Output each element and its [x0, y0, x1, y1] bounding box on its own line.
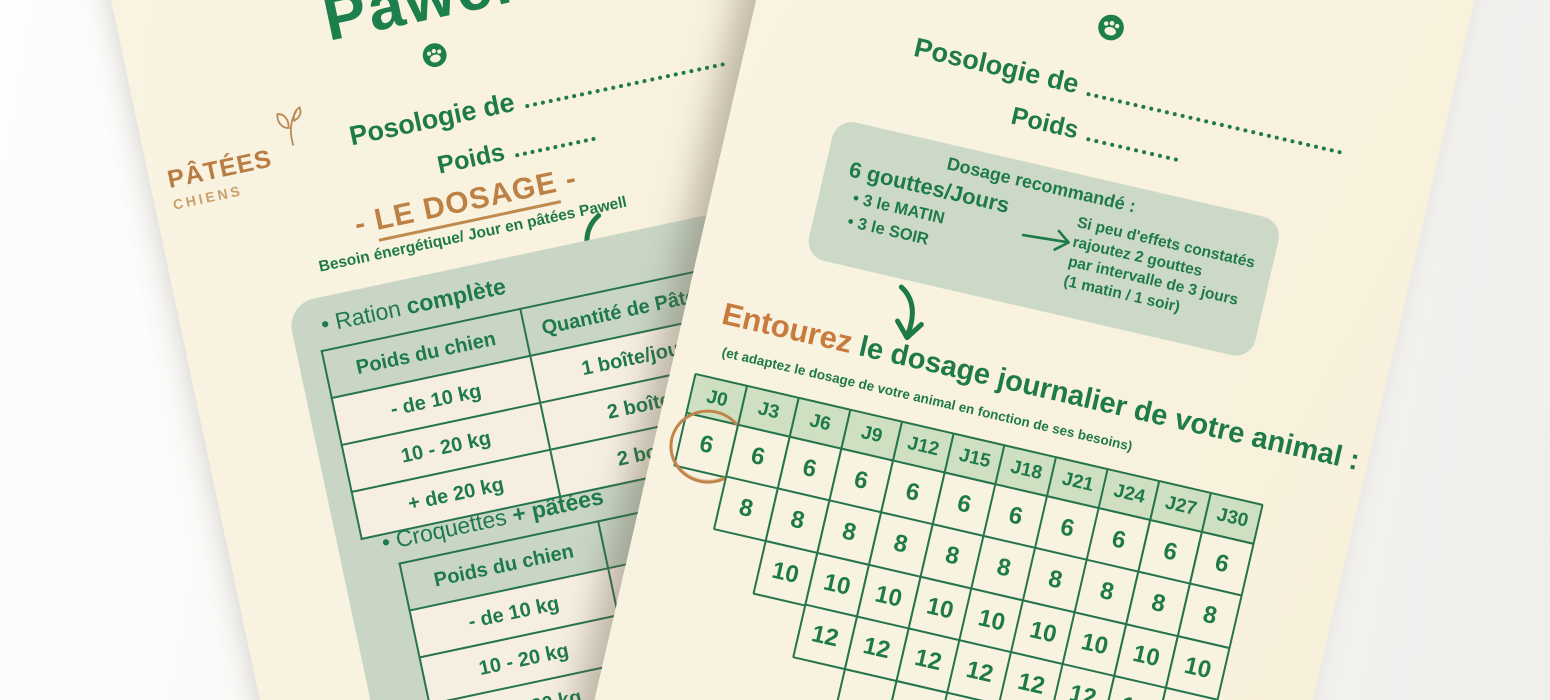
poids-label: Poids	[434, 138, 508, 180]
ration-title: Ration	[332, 293, 410, 335]
dosage-note: Si peu d'effets constatés rajoutez 2 gou…	[1061, 213, 1270, 335]
dotted-line	[1085, 136, 1179, 162]
left-card: Pawell PÂTÉES CHIENS Posologie de	[75, 0, 1030, 700]
paw-icon	[419, 40, 450, 71]
poids-label: Poids	[1008, 101, 1082, 145]
bullet: •	[379, 528, 393, 556]
brand-badge: PÂTÉES CHIENS	[165, 145, 278, 213]
posologie-label: Posologie de	[911, 32, 1082, 100]
leaf-icon	[268, 105, 312, 152]
bullet: •	[845, 212, 856, 232]
paw-icon	[1094, 11, 1128, 45]
pawell-logo: Pawell	[982, 0, 1291, 24]
right-card: Pawell Posologie de Poids Dosage recomma…	[541, 0, 1483, 700]
dosage-box: Dosage recommandé : 6 gouttes/Jours • 3 …	[804, 118, 1283, 360]
dotted-line	[524, 62, 726, 109]
curved-down-arrow-icon	[879, 281, 939, 348]
bullet: •	[318, 310, 332, 338]
ration-title-bold: complète	[403, 272, 509, 320]
dotted-line	[514, 136, 596, 158]
bullet: •	[851, 189, 861, 208]
long-right-arrow-icon	[1018, 221, 1078, 259]
